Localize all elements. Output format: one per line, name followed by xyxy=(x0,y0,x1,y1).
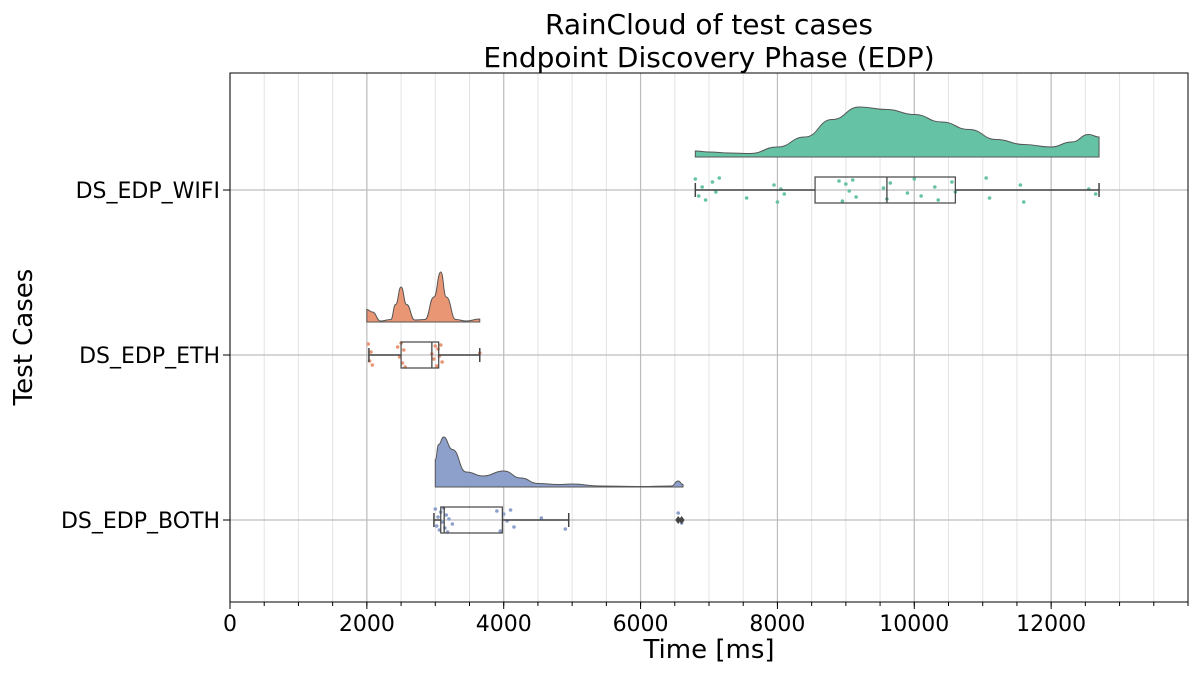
rain-point xyxy=(700,185,704,189)
rain-point xyxy=(837,179,841,183)
x-tick-label: 4000 xyxy=(476,612,532,637)
x-tick-label: 0 xyxy=(223,612,237,637)
rain-point xyxy=(710,180,715,184)
rain-point xyxy=(850,178,855,182)
y-tick-label: DS_EDP_BOTH xyxy=(61,509,220,534)
rain-point xyxy=(563,527,568,531)
box-iqr xyxy=(440,506,503,534)
rain-point xyxy=(936,198,941,202)
density-cloud-ds_edp_eth xyxy=(366,271,481,323)
rain-point xyxy=(1093,192,1098,196)
rain-point xyxy=(772,183,776,187)
rain-point xyxy=(1021,200,1026,204)
rain-point xyxy=(984,176,988,180)
rain-point xyxy=(512,525,516,529)
rain-point xyxy=(447,517,451,521)
rain-point xyxy=(444,513,449,517)
tick-layer: 0 2000 4000 6000 8000 10000 12000 DS_EDP_WIFI DS… xyxy=(61,179,1189,637)
y-tick-label: DS_EDP_ETH xyxy=(79,344,220,369)
outlier-marker xyxy=(678,516,685,524)
plot-layer xyxy=(366,106,1100,534)
rain-point xyxy=(395,345,400,349)
box-iqr xyxy=(400,341,440,369)
y-axis-label: Test Cases xyxy=(9,269,39,407)
rain-point xyxy=(1018,183,1023,187)
rain-point xyxy=(844,182,848,186)
outlier-marker xyxy=(675,516,682,524)
rain-point xyxy=(436,515,440,519)
rain-point xyxy=(432,357,436,361)
rain-point xyxy=(950,180,954,184)
rain-point xyxy=(782,192,787,196)
rain-point xyxy=(402,348,406,352)
rain-point xyxy=(888,181,893,185)
rain-point xyxy=(714,190,718,194)
rain-point xyxy=(369,350,373,354)
rain-point xyxy=(434,524,439,528)
rain-point xyxy=(717,176,722,180)
rain-point xyxy=(840,199,845,203)
rain-point xyxy=(854,195,858,199)
x-tick-label: 8000 xyxy=(749,612,805,637)
rain-point xyxy=(905,191,910,195)
rain-point xyxy=(539,516,544,520)
rain-point xyxy=(881,186,886,190)
density-cloud-ds_edp_wifi xyxy=(694,106,1100,158)
rain-point xyxy=(450,522,455,526)
x-tick-label: 6000 xyxy=(613,612,669,637)
rain-point xyxy=(847,189,852,193)
box-iqr xyxy=(814,176,956,204)
chart-title: RainCloud of test cases xyxy=(545,8,873,41)
rain-point xyxy=(676,511,681,515)
rain-point xyxy=(775,200,780,204)
density-cloud-ds_edp_both xyxy=(434,436,684,488)
x-tick-label: 10000 xyxy=(879,612,949,637)
rain-point xyxy=(366,342,371,346)
rain-point xyxy=(703,198,708,202)
chart-subtitle: Endpoint Discovery Phase (EDP) xyxy=(483,41,934,74)
rain-point xyxy=(495,509,499,513)
rain-point xyxy=(912,177,917,181)
rain-point xyxy=(440,360,444,364)
rain-point xyxy=(438,343,443,347)
rain-point xyxy=(434,364,439,368)
rain-point xyxy=(693,177,698,181)
rain-point xyxy=(498,529,503,533)
x-tick-label: 12000 xyxy=(1016,612,1086,637)
rain-point xyxy=(919,194,923,198)
rain-point xyxy=(508,508,513,512)
rain-point xyxy=(987,196,992,200)
y-tick-label: DS_EDP_WIFI xyxy=(76,179,220,204)
rain-point xyxy=(433,507,438,511)
rain-point xyxy=(933,185,937,189)
grid-layer xyxy=(229,73,1189,602)
rain-point xyxy=(433,344,438,348)
rain-point xyxy=(370,363,375,367)
rain-point xyxy=(744,196,749,200)
rain-point xyxy=(696,194,701,198)
x-tick-label: 2000 xyxy=(339,612,395,637)
x-axis-label: Time [ms] xyxy=(642,635,774,665)
